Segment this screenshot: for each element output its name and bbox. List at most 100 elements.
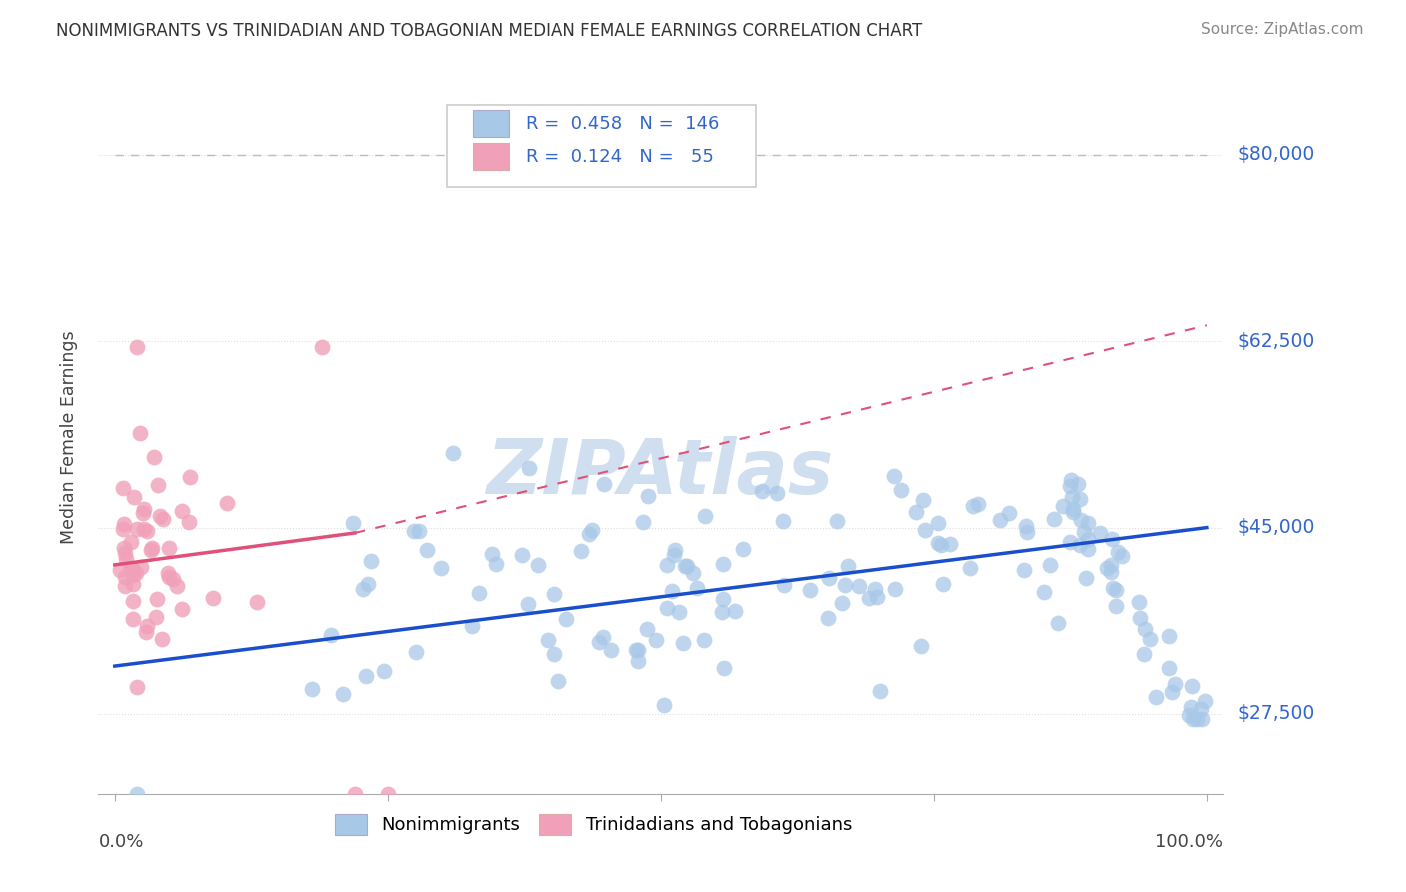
Text: $27,500: $27,500 (1237, 705, 1315, 723)
Point (114, 552, 136, 566)
Point (1107, 545, 1129, 559)
Point (129, 425, 152, 440)
Point (1067, 477, 1090, 491)
Point (1099, 558, 1122, 572)
Point (959, 561, 981, 575)
FancyBboxPatch shape (472, 143, 509, 170)
Point (124, 566, 146, 580)
Point (157, 541, 180, 556)
Point (122, 611, 145, 625)
Point (1185, 712, 1208, 726)
Point (141, 541, 163, 556)
Point (929, 538, 952, 552)
Point (1095, 561, 1118, 575)
Point (662, 548, 685, 562)
Point (408, 524, 430, 538)
Point (1069, 491, 1091, 506)
Point (344, 787, 367, 801)
Point (124, 490, 146, 504)
Point (652, 698, 675, 713)
Point (1101, 532, 1123, 546)
Point (377, 787, 399, 801)
Point (527, 558, 550, 572)
Point (1191, 712, 1213, 726)
Legend: Nonimmigrants, Trinidadians and Tobagonians: Nonimmigrants, Trinidadians and Tobagoni… (328, 806, 859, 842)
Point (135, 524, 157, 538)
Point (571, 544, 593, 558)
Point (637, 489, 659, 503)
Point (626, 643, 648, 657)
Y-axis label: Median Female Earnings: Median Female Earnings (59, 330, 77, 544)
Point (1189, 702, 1212, 716)
Point (481, 547, 503, 561)
Point (145, 592, 167, 607)
Point (711, 605, 734, 619)
Point (858, 591, 880, 606)
Point (1144, 690, 1167, 705)
Point (682, 566, 704, 580)
Point (1077, 516, 1099, 531)
Text: $45,000: $45,000 (1237, 518, 1315, 537)
Point (125, 523, 148, 537)
Point (1111, 549, 1133, 564)
Point (342, 516, 364, 530)
Point (512, 548, 534, 562)
Text: R =  0.458   N =  146: R = 0.458 N = 146 (526, 115, 720, 133)
Point (121, 562, 143, 576)
Point (837, 559, 859, 574)
Point (127, 681, 149, 695)
Point (831, 596, 853, 610)
Point (766, 486, 789, 500)
Point (599, 642, 621, 657)
Point (693, 633, 716, 648)
Point (132, 522, 155, 536)
Point (927, 535, 949, 549)
Point (1101, 582, 1123, 596)
Point (1062, 502, 1084, 516)
Point (170, 504, 193, 518)
Point (914, 523, 936, 537)
Point (772, 514, 794, 528)
Point (1077, 532, 1099, 546)
Point (517, 597, 540, 611)
Point (404, 524, 426, 539)
Point (485, 557, 508, 571)
Point (121, 576, 143, 591)
Point (201, 591, 224, 606)
Point (668, 605, 690, 619)
Point (1088, 526, 1111, 541)
Point (461, 618, 484, 632)
Point (360, 554, 382, 568)
Point (1164, 677, 1187, 691)
Point (1039, 558, 1062, 573)
Point (150, 632, 173, 647)
Point (904, 505, 927, 519)
Point (633, 515, 655, 529)
Point (869, 684, 891, 698)
Point (143, 450, 166, 464)
Point (129, 559, 152, 574)
Point (724, 604, 747, 618)
Point (1129, 611, 1152, 625)
Point (166, 579, 188, 593)
Text: $80,000: $80,000 (1237, 145, 1315, 164)
Point (357, 576, 380, 591)
Point (636, 622, 658, 636)
Point (939, 537, 962, 551)
Point (125, 340, 148, 354)
Point (751, 484, 773, 499)
Point (1062, 505, 1084, 519)
Point (1070, 513, 1092, 527)
Point (1157, 629, 1180, 643)
Point (149, 509, 172, 524)
Point (152, 512, 174, 526)
Point (112, 516, 135, 531)
Point (672, 636, 695, 650)
Point (354, 669, 377, 683)
Point (114, 579, 136, 593)
Point (661, 583, 683, 598)
Point (1133, 622, 1156, 636)
Point (1077, 541, 1099, 556)
Point (430, 561, 453, 575)
Point (179, 470, 201, 484)
